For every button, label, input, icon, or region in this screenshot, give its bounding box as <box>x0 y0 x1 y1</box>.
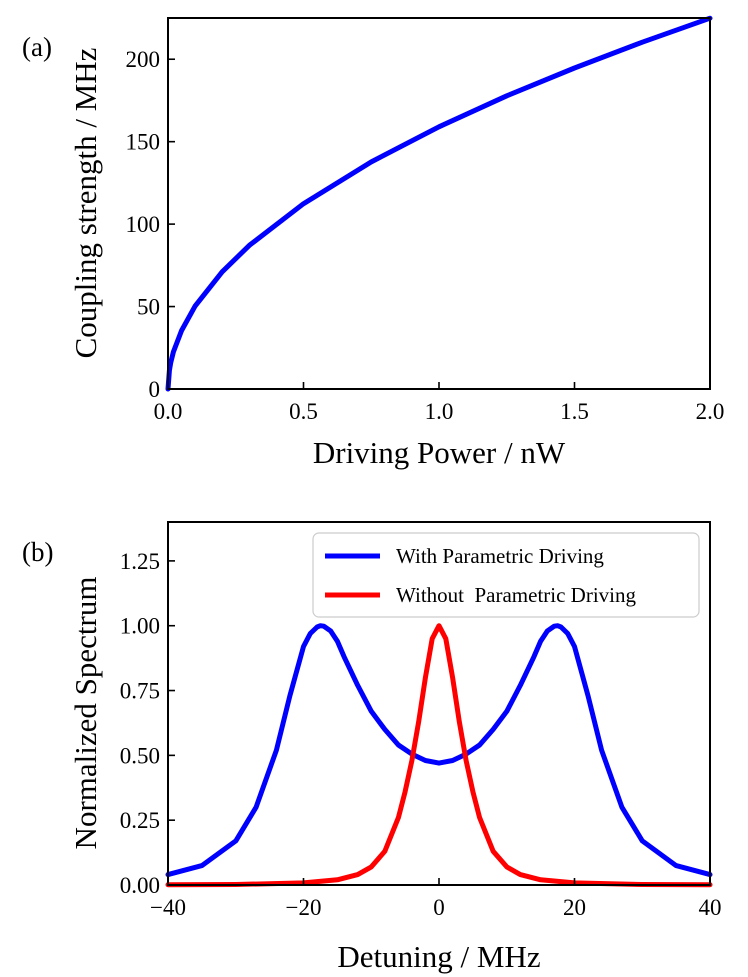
y-tick-label: 150 <box>126 130 161 155</box>
panel-label-b: (b) <box>22 537 53 567</box>
x-tick-label: −40 <box>150 895 186 920</box>
series-line-a-0 <box>165 15 713 392</box>
y-tick-label: 200 <box>126 47 161 72</box>
legend-label-without-driving: Without Parametric Driving <box>396 583 637 607</box>
x-tick-label: 40 <box>699 895 722 920</box>
panel-b: (b) −40 −20 0 20 40 0.00 0.25 0.50 0.75 1.00 1.25… <box>22 521 722 974</box>
y-tick-label: 100 <box>126 212 161 237</box>
y-tick-label: 1.00 <box>120 614 160 639</box>
x-tick-label: 0 <box>433 895 445 920</box>
x-tick-label: 0.0 <box>154 399 183 424</box>
panel-b-x-ticks: −40 −20 0 20 40 <box>150 878 722 920</box>
y-tick-label: 0.25 <box>120 808 160 833</box>
panel-b-y-ticks: 0.00 0.25 0.50 0.75 1.00 1.25 <box>120 549 175 898</box>
panel-a: (a) 0.0 0.5 1.0 1.5 2.0 0 50 100 150 200 Driving… <box>22 15 725 470</box>
y-tick-label: 1.25 <box>120 549 160 574</box>
y-tick-label: 0.00 <box>120 873 160 898</box>
panel-a-y-ticks: 0 50 100 150 200 <box>126 47 175 402</box>
panel-b-y-axis-label: Normalized Spectrum <box>68 577 103 850</box>
panel-a-series <box>165 15 713 392</box>
series-line-b-0 <box>165 623 713 878</box>
panel-b-x-axis-label: Detuning / MHz <box>337 939 540 974</box>
legend-label-with-driving: With Parametric Driving <box>396 544 604 568</box>
y-tick-label: 0.50 <box>120 743 160 768</box>
y-tick-label: 50 <box>137 295 160 320</box>
panel-b-legend: With Parametric Driving Without Parametr… <box>312 532 700 618</box>
panel-a-x-ticks: 0.0 0.5 1.0 1.5 2.0 <box>154 382 725 424</box>
x-tick-label: 1.0 <box>425 399 454 424</box>
panel-label-a: (a) <box>22 32 52 62</box>
x-tick-label: −20 <box>286 895 322 920</box>
x-tick-label: 20 <box>563 895 586 920</box>
x-tick-label: 1.5 <box>560 399 589 424</box>
panel-b-series <box>165 623 713 888</box>
x-tick-label: 2.0 <box>696 399 725 424</box>
legend-box <box>312 532 700 618</box>
series-line-b-1 <box>165 623 713 888</box>
panel-a-x-axis-label: Driving Power / nW <box>313 435 566 470</box>
x-tick-label: 0.5 <box>289 399 318 424</box>
y-tick-label: 0 <box>149 377 161 402</box>
panel-a-axes-frame <box>167 17 711 390</box>
panel-a-y-axis-label: Coupling strength / MHz <box>68 48 103 359</box>
y-tick-label: 0.75 <box>120 679 160 704</box>
